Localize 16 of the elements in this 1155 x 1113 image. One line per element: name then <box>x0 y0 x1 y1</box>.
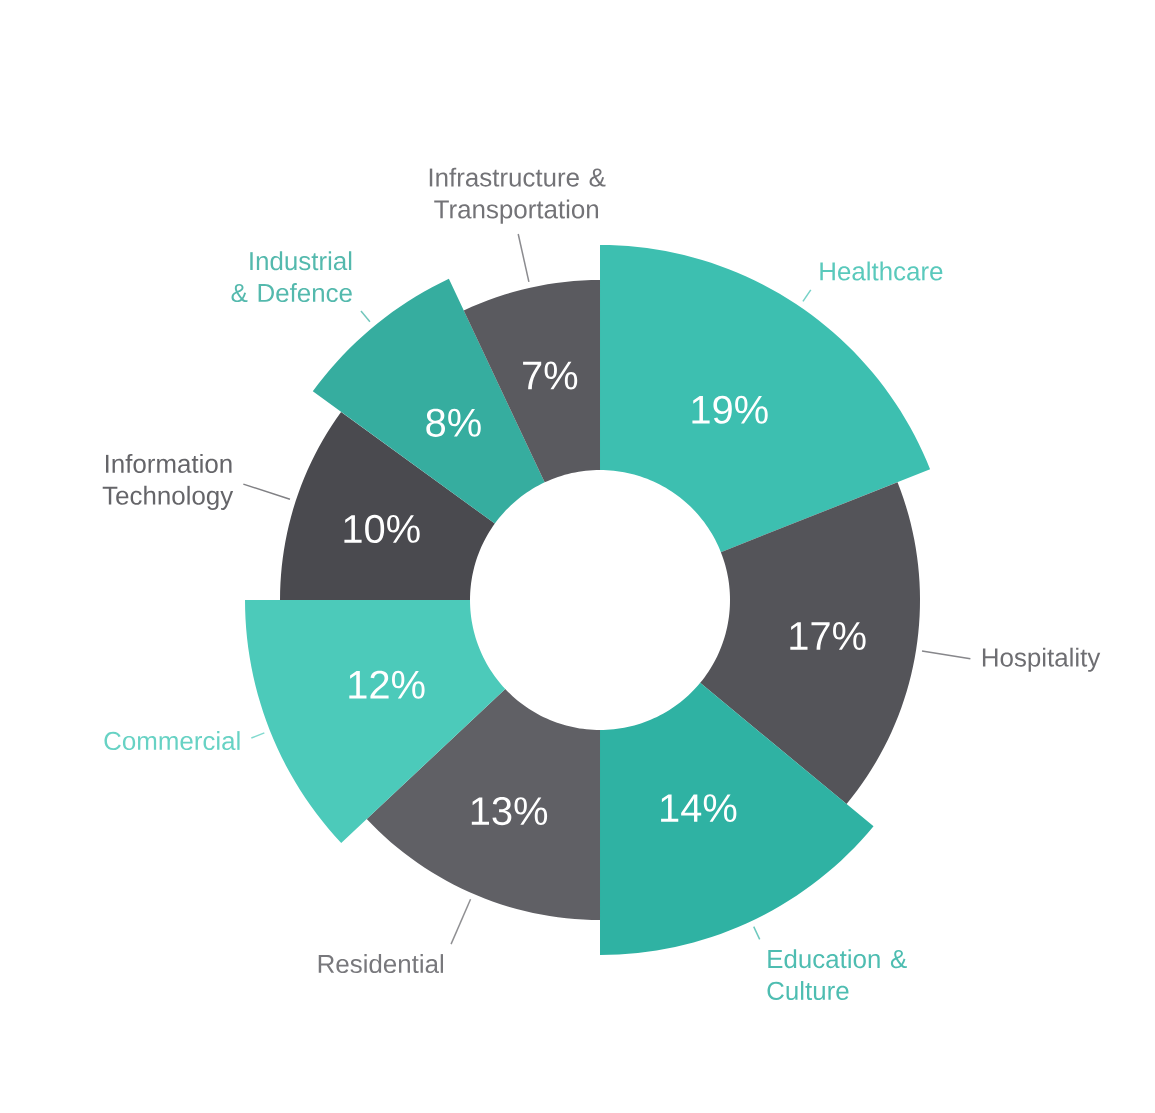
data-label: 14% <box>661 794 737 823</box>
data-label: 19% <box>692 395 768 424</box>
slice-label: Healthcare <box>820 261 943 281</box>
slice-label: Infrastructure & Transportation <box>429 167 606 224</box>
slice-label: Residential <box>318 954 444 974</box>
data-label: 8% <box>426 408 481 437</box>
slice-label: Hospitality <box>982 647 1101 672</box>
slice-label: Industrial & Defence <box>231 251 352 303</box>
slice-label: Information Technology <box>102 453 234 510</box>
data-label: 7% <box>523 361 578 390</box>
data-label: 13% <box>471 796 548 826</box>
slice-label: Commercial <box>104 731 240 751</box>
slice-label: Education & Culture <box>767 949 907 1001</box>
data-label: 10% <box>344 514 420 544</box>
data-label: 12% <box>349 670 425 699</box>
data-label: 17% <box>790 622 866 650</box>
